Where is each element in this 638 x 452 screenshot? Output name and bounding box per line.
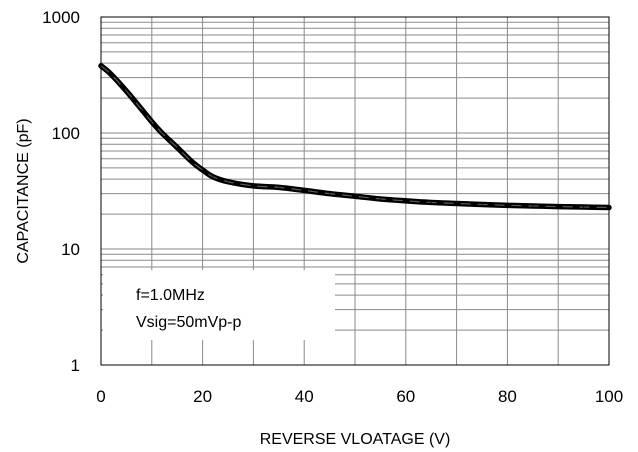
y-tick-label: 1000: [42, 8, 80, 27]
series-line-dash: [100, 65, 610, 209]
data-point: [252, 185, 254, 187]
data-point: [557, 206, 559, 208]
data-point: [141, 108, 143, 110]
annotation-signal: Vsig=50mVp-p: [136, 314, 241, 331]
grid: [101, 17, 609, 365]
y-axis-title: CAPACITANCE (pF): [15, 118, 32, 263]
data-point: [191, 161, 193, 163]
data-point: [227, 181, 229, 183]
x-tick-label: 80: [498, 387, 517, 406]
x-tick-label: 100: [595, 387, 623, 406]
data-point: [405, 200, 407, 202]
series-group: [98, 62, 612, 211]
data-point: [379, 198, 381, 200]
y-tick-label: 1: [71, 356, 80, 375]
data-point: [456, 202, 458, 204]
data-point: [481, 203, 483, 205]
data-point: [354, 195, 356, 197]
data-point: [329, 193, 331, 195]
x-axis-title: REVERSE VLOATAGE (V): [260, 431, 451, 448]
data-point: [161, 132, 163, 134]
x-tick-label: 20: [193, 387, 212, 406]
y-tick-label: 100: [52, 124, 80, 143]
data-point: [176, 146, 178, 148]
data-point: [430, 201, 432, 203]
data-point: [212, 176, 214, 178]
data-point: [583, 206, 585, 208]
data-point: [125, 90, 127, 92]
x-tick-label: 60: [396, 387, 415, 406]
data-point: [151, 121, 153, 123]
plot-frame: [100, 16, 610, 366]
annotation-box: f=1.0MHz Vsig=50mVp-p: [103, 270, 335, 340]
data-point: [532, 205, 534, 207]
x-tick-label: 0: [96, 387, 105, 406]
data-point: [278, 186, 280, 188]
data-point: [110, 73, 112, 75]
data-point: [303, 189, 305, 191]
data-point: [506, 204, 508, 206]
x-tick-label: 40: [295, 387, 314, 406]
annotation-frequency: f=1.0MHz: [136, 287, 205, 304]
tick-labels: 0 20 40 60 80 100 1 10 100 1000: [42, 8, 623, 406]
y-tick-label: 10: [61, 240, 80, 259]
data-point: [202, 169, 204, 171]
annotation-background: [103, 270, 335, 340]
